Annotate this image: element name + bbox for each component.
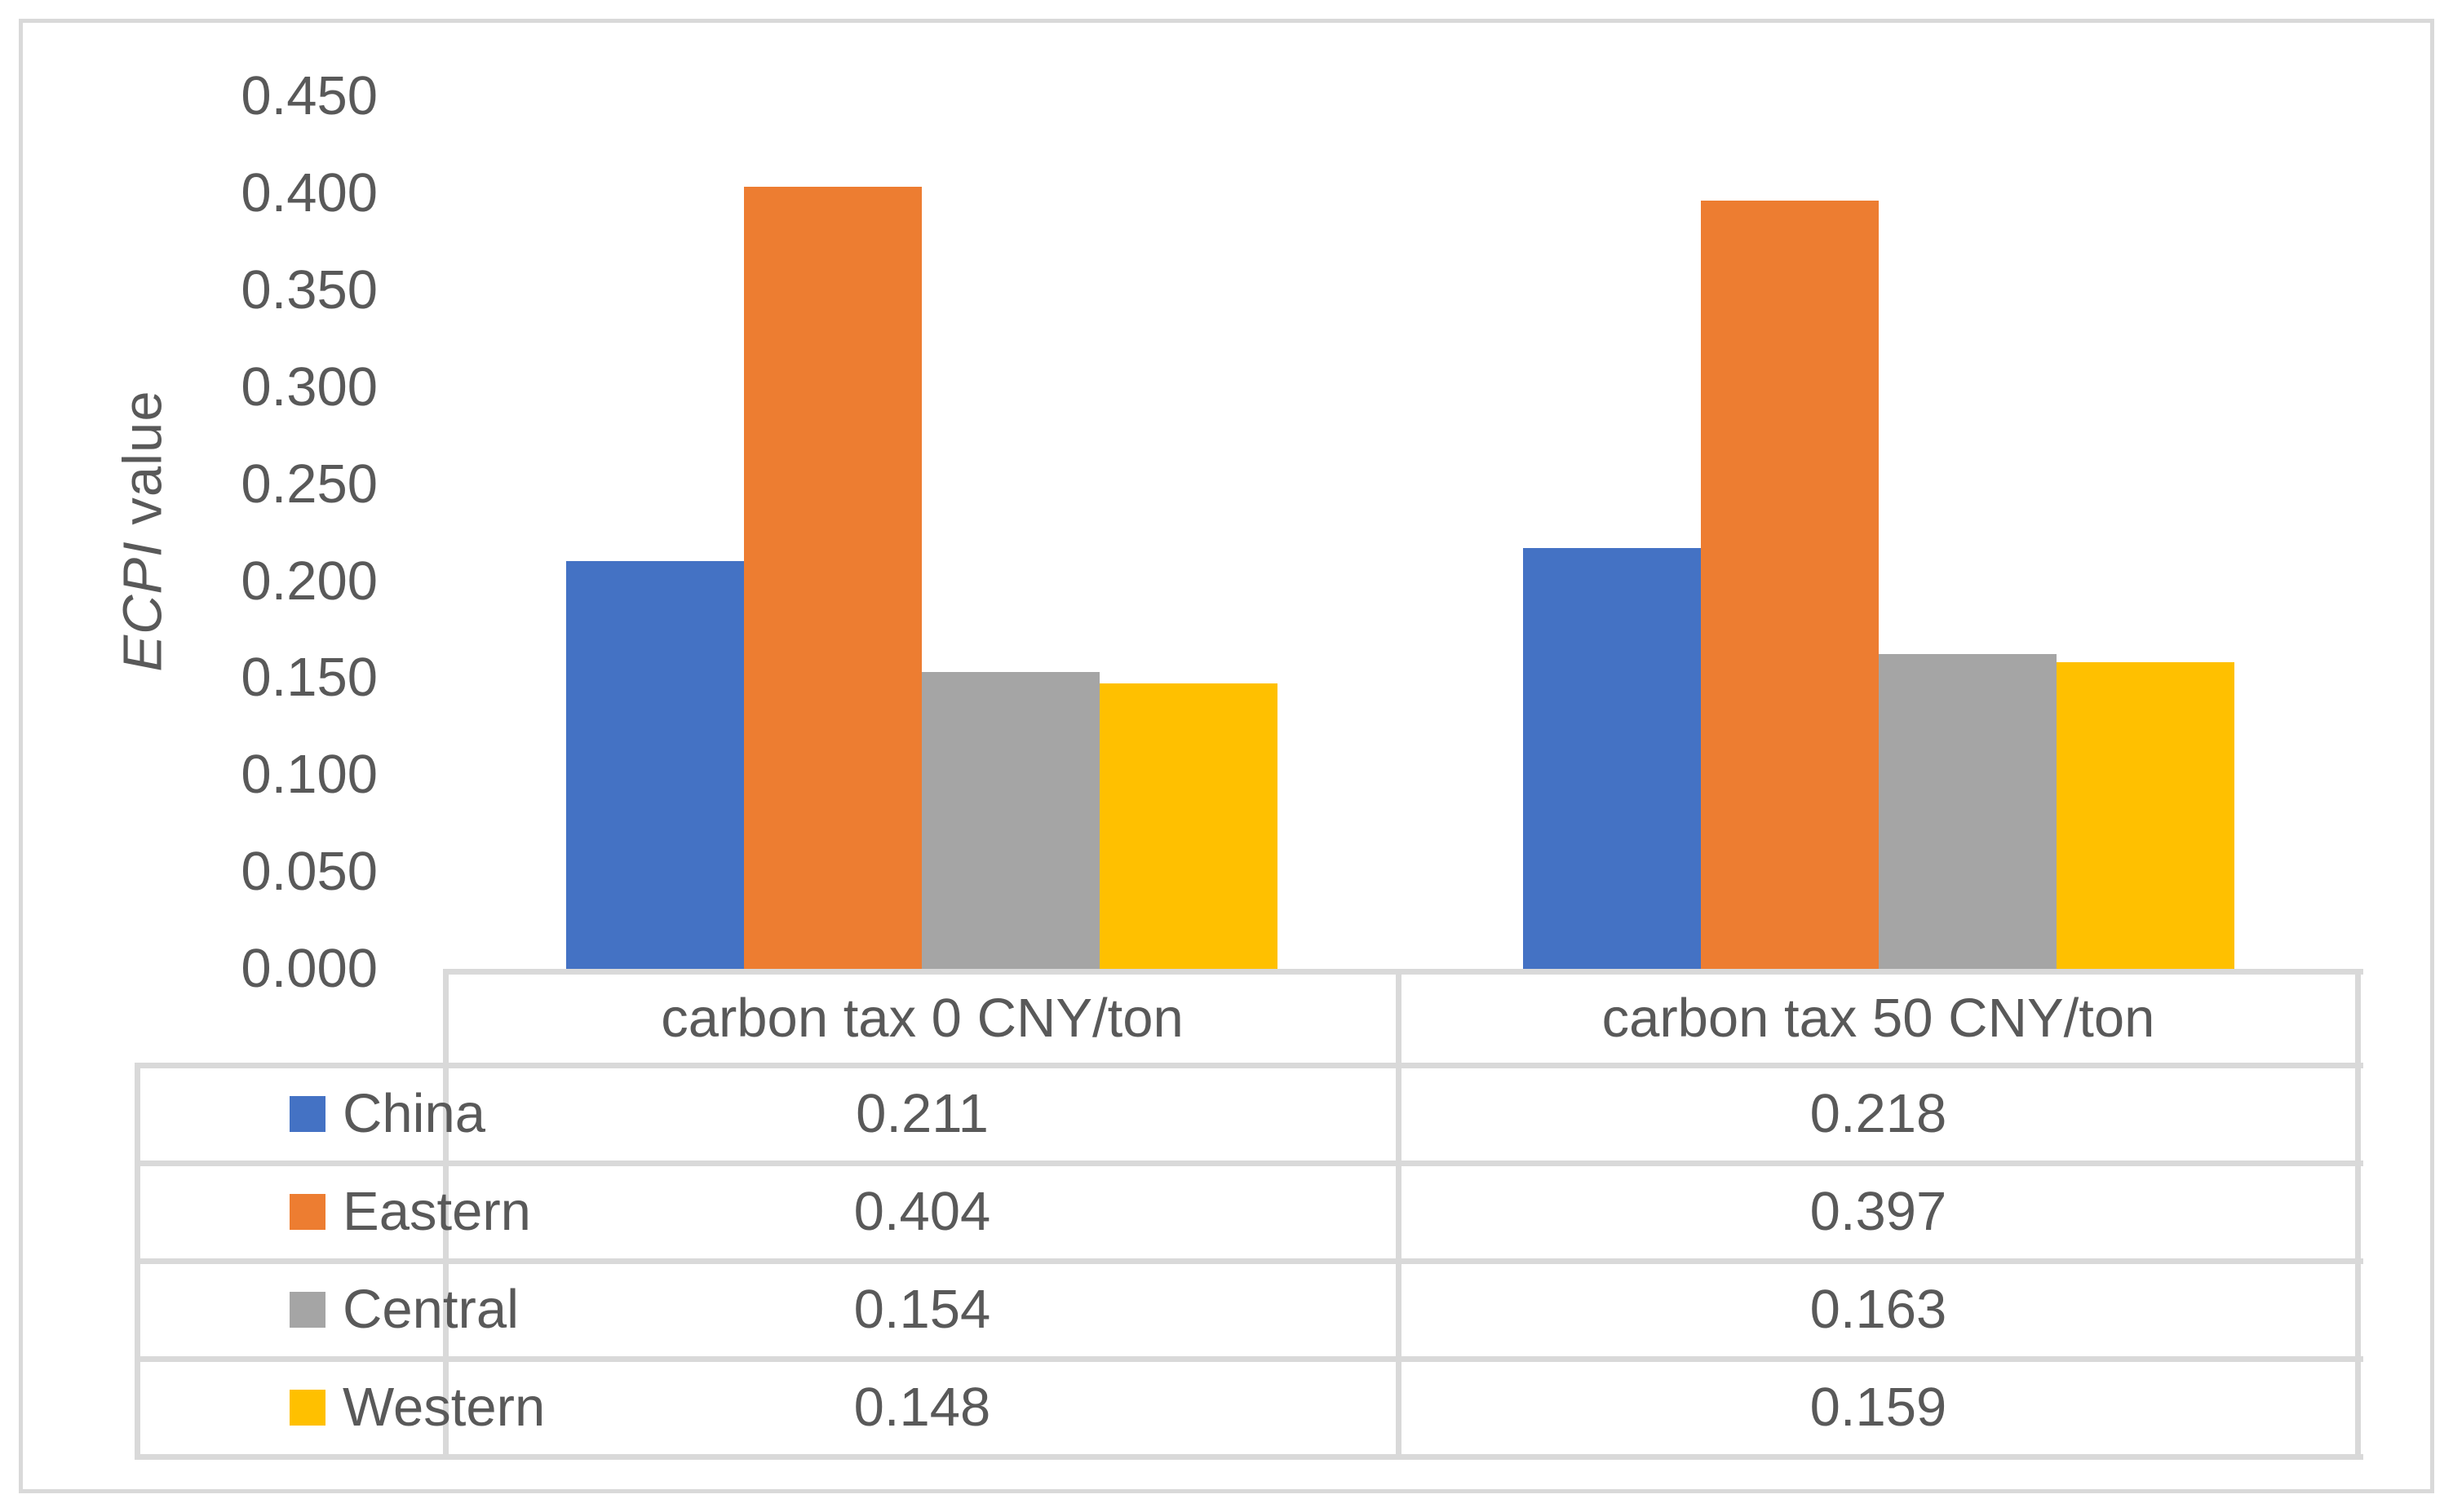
legend-cell-eastern: Eastern (135, 1163, 531, 1261)
y-tick-label-0350: 0.350 (241, 259, 378, 321)
y-tick-label-0100: 0.100 (241, 744, 378, 805)
table-header-carbon-tax-50: carbon tax 50 CNY/ton (1601, 988, 2155, 1049)
bar-western-carbon-tax-50 (2057, 662, 2234, 970)
legend-key-china-icon (290, 1096, 325, 1132)
y-tick-label-0050: 0.050 (241, 841, 378, 902)
table-header-carbon-tax-0: carbon tax 0 CNY/ton (661, 988, 1184, 1049)
table-grid-line (135, 1356, 2363, 1362)
table-grid-line (135, 1258, 2363, 1264)
table-grid-line (135, 1063, 140, 1460)
y-tick-label-0250: 0.250 (241, 453, 378, 515)
y-tick-label-0150: 0.150 (241, 647, 378, 708)
legend-key-eastern-icon (290, 1194, 325, 1230)
bar-china-carbon-tax-50 (1523, 548, 1701, 970)
category-axis-line (443, 969, 2363, 975)
legend-label-central: Central (343, 1279, 519, 1340)
y-tick-label-0000: 0.000 (241, 938, 378, 999)
table-grid-line (1396, 969, 1401, 1460)
y-tick-label-0400: 0.400 (241, 162, 378, 223)
bar-eastern-carbon-tax-50 (1701, 201, 1879, 970)
bar-western-carbon-tax-0 (1100, 683, 1277, 970)
table-grid-line (443, 969, 449, 1460)
bar-china-carbon-tax-0 (566, 561, 744, 970)
value-cell-central-cat1: 0.163 (1809, 1279, 1947, 1340)
table-grid-line (135, 1063, 2363, 1068)
y-tick-label-0450: 0.450 (241, 65, 378, 126)
table-grid-line (2355, 969, 2361, 1460)
legend-label-china: China (343, 1083, 486, 1144)
bar-central-carbon-tax-0 (922, 672, 1100, 970)
table-grid-line (135, 1161, 2363, 1166)
legend-key-central-icon (290, 1292, 325, 1328)
value-cell-western-cat1: 0.159 (1809, 1377, 1947, 1438)
value-cell-central-cat0: 0.154 (853, 1279, 991, 1340)
legend-key-western-icon (290, 1390, 325, 1426)
table-grid-line (135, 1454, 2363, 1460)
value-cell-eastern-cat1: 0.397 (1809, 1181, 1947, 1242)
legend-cell-western: Western (135, 1359, 545, 1457)
y-tick-label-0300: 0.300 (241, 356, 378, 418)
legend-label-eastern: Eastern (343, 1181, 531, 1242)
legend-cell-central: Central (135, 1261, 519, 1359)
y-tick-label-0200: 0.200 (241, 550, 378, 612)
value-cell-eastern-cat0: 0.404 (853, 1181, 991, 1242)
legend-label-western: Western (343, 1377, 546, 1438)
value-cell-china-cat1: 0.218 (1809, 1083, 1947, 1144)
bar-eastern-carbon-tax-0 (744, 187, 922, 970)
bar-central-carbon-tax-50 (1879, 654, 2057, 970)
value-cell-western-cat0: 0.148 (853, 1377, 991, 1438)
legend-cell-china: China (135, 1065, 485, 1163)
value-cell-china-cat0: 0.211 (856, 1083, 989, 1144)
